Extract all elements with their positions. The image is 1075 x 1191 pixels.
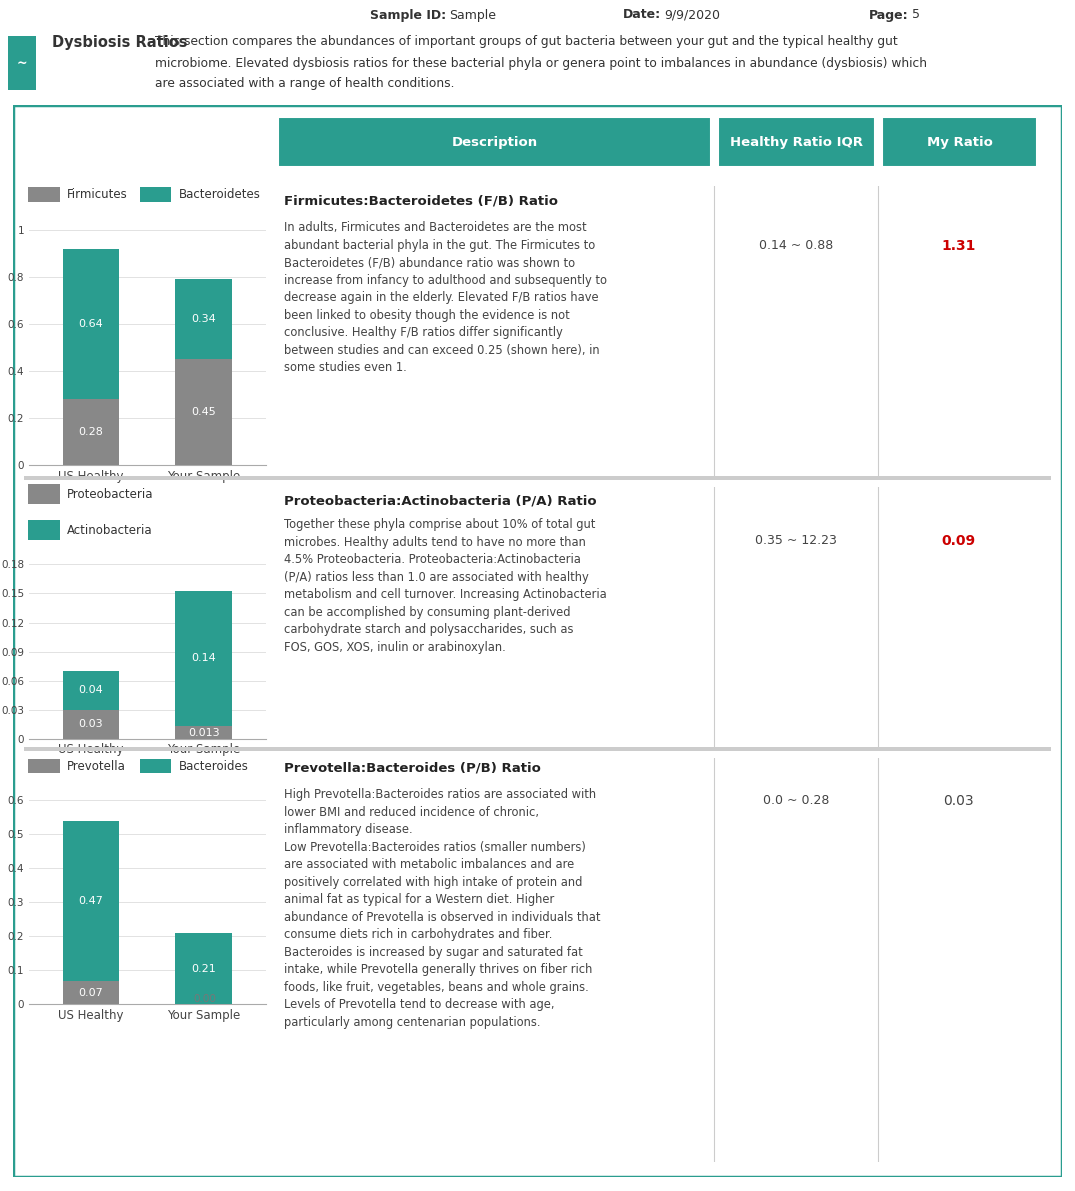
Bar <box>62 671 119 710</box>
Text: Page:: Page: <box>869 8 908 21</box>
Text: Proteobacteria:Actinobacteria (P/A) Ratio: Proteobacteria:Actinobacteria (P/A) Rati… <box>284 494 597 507</box>
Text: Prevotella: Prevotella <box>67 760 126 773</box>
Text: Together these phyla comprise about 10% of total gut
microbes. Healthy adults te: Together these phyla comprise about 10% … <box>284 518 606 654</box>
Text: 0.47: 0.47 <box>78 896 103 905</box>
Text: microbiome. Elevated dysbiosis ratios for these bacterial phyla or genera point : microbiome. Elevated dysbiosis ratios fo… <box>155 56 927 69</box>
Text: 0.14: 0.14 <box>191 654 216 663</box>
Text: 0.07: 0.07 <box>78 987 103 998</box>
Text: Dysbiosis Ratios: Dysbiosis Ratios <box>52 35 187 50</box>
Bar <box>28 520 60 541</box>
Bar <box>8 36 35 91</box>
Text: 5: 5 <box>912 8 919 21</box>
Text: 0.03: 0.03 <box>78 719 103 729</box>
Text: Bacteroides: Bacteroides <box>178 760 248 773</box>
Text: 1.31: 1.31 <box>942 238 976 252</box>
Text: My Ratio: My Ratio <box>927 136 992 149</box>
Text: 0.21: 0.21 <box>191 964 216 974</box>
Bar <box>175 727 232 738</box>
Text: 0.28: 0.28 <box>78 428 103 437</box>
Bar <box>28 187 60 201</box>
Text: 0.013: 0.013 <box>188 728 219 737</box>
Bar <box>140 759 171 773</box>
Text: 0.0 ~ 0.28: 0.0 ~ 0.28 <box>763 794 829 807</box>
Bar <box>140 187 171 201</box>
Bar <box>62 980 119 1004</box>
Text: 9/9/2020: 9/9/2020 <box>664 8 720 21</box>
Text: ~: ~ <box>17 56 27 69</box>
Bar <box>62 821 119 980</box>
Bar <box>28 759 60 773</box>
Text: Description: Description <box>452 136 538 149</box>
Text: 0.00: 0.00 <box>194 993 216 1004</box>
Bar <box>175 591 232 727</box>
Bar <box>62 710 119 738</box>
Text: Bacteroidetes: Bacteroidetes <box>178 188 260 201</box>
Text: 0.04: 0.04 <box>78 685 103 696</box>
Bar <box>62 249 119 399</box>
Bar <box>28 485 60 505</box>
Text: Firmicutes:Bacteroidetes (F/B) Ratio: Firmicutes:Bacteroidetes (F/B) Ratio <box>284 195 558 208</box>
Bar <box>277 117 712 167</box>
Text: In adults, Firmicutes and Bacteroidetes are the most
abundant bacterial phyla in: In adults, Firmicutes and Bacteroidetes … <box>284 222 607 374</box>
Text: 0.09: 0.09 <box>942 534 975 548</box>
Text: Date:: Date: <box>624 8 661 21</box>
Text: Prevotella:Bacteroides (P/B) Ratio: Prevotella:Bacteroides (P/B) Ratio <box>284 762 541 775</box>
Text: 0.03: 0.03 <box>943 794 974 809</box>
Text: 0.34: 0.34 <box>191 314 216 324</box>
Text: High Prevotella:Bacteroides ratios are associated with
lower BMI and reduced inc: High Prevotella:Bacteroides ratios are a… <box>284 788 601 1029</box>
Text: Actinobacteria: Actinobacteria <box>67 524 153 537</box>
Text: Sample: Sample <box>449 8 497 21</box>
Bar <box>175 360 232 466</box>
Text: are associated with a range of health conditions.: are associated with a range of health co… <box>155 77 455 91</box>
Bar <box>883 117 1037 167</box>
Text: This section compares the abundances of important groups of gut bacteria between: This section compares the abundances of … <box>155 36 898 49</box>
Text: 0.64: 0.64 <box>78 319 103 329</box>
Text: 0.45: 0.45 <box>191 407 216 417</box>
Bar <box>175 280 232 360</box>
Bar <box>718 117 875 167</box>
Text: 0.35 ~ 12.23: 0.35 ~ 12.23 <box>755 534 837 547</box>
Text: Sample ID:: Sample ID: <box>370 8 446 21</box>
Text: 0.14 ~ 0.88: 0.14 ~ 0.88 <box>759 238 833 251</box>
Bar <box>175 933 232 1004</box>
Text: Healthy Ratio IQR: Healthy Ratio IQR <box>730 136 863 149</box>
Text: Proteobacteria: Proteobacteria <box>67 488 154 501</box>
Bar <box>62 399 119 466</box>
Text: Firmicutes: Firmicutes <box>67 188 128 201</box>
